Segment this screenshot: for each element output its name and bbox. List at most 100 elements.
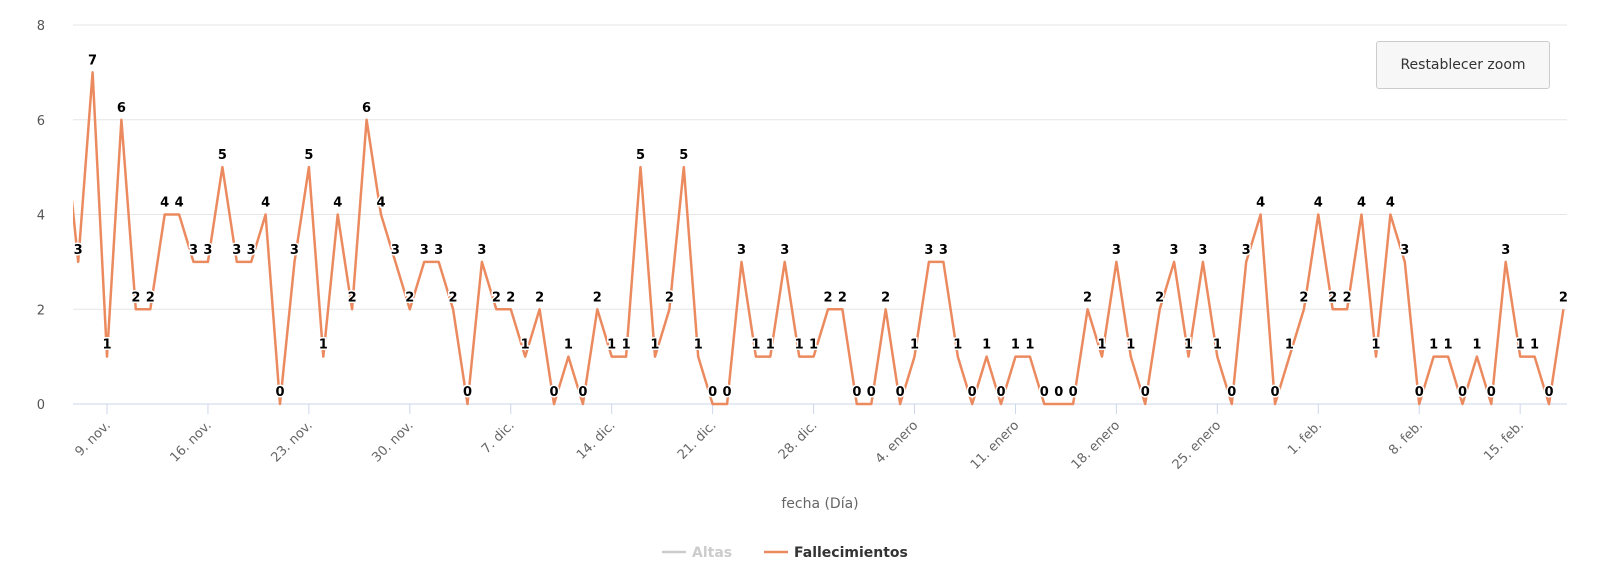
data-label: 1 [910, 338, 919, 353]
data-label: 3 [232, 243, 241, 258]
x-tick-label: 30. nov. [369, 418, 416, 465]
data-label: 1 [650, 338, 659, 353]
data-label: 2 [1083, 290, 1092, 305]
data-label: 1 [1285, 338, 1294, 353]
data-label: 1 [1184, 338, 1193, 353]
data-label: 2 [1155, 290, 1164, 305]
data-label: 1 [1213, 338, 1222, 353]
x-tick-label: 9. nov. [72, 418, 113, 459]
data-label: 1 [982, 338, 991, 353]
data-label: 5 [679, 148, 688, 163]
data-label: 1 [1371, 338, 1380, 353]
data-label: 3 [737, 243, 746, 258]
data-label: 1 [1472, 338, 1481, 353]
data-label: 1 [607, 338, 616, 353]
series-line-fallecimientos [73, 71, 1565, 406]
data-label: 3 [924, 243, 933, 258]
data-label: 3 [1242, 243, 1251, 258]
data-label: 0 [578, 385, 587, 400]
data-label: 0 [708, 385, 717, 400]
data-label: 1 [1011, 338, 1020, 353]
data-label: 5 [636, 148, 645, 163]
data-label: 3 [780, 243, 789, 258]
data-label: 4 [1256, 196, 1265, 211]
data-label: 1 [622, 338, 631, 353]
data-label: 0 [968, 385, 977, 400]
data-label: 2 [1343, 290, 1352, 305]
legend-item-altas[interactable]: Altas [662, 545, 732, 561]
data-label: 0 [723, 385, 732, 400]
data-label: 0 [867, 385, 876, 400]
data-label: 0 [896, 385, 905, 400]
y-axis: 0 2 4 6 8 [37, 19, 45, 413]
data-label: 3 [434, 243, 443, 258]
data-label: 3 [203, 243, 212, 258]
data-label: 1 [1429, 338, 1438, 353]
data-label: 0 [1141, 385, 1150, 400]
data-label: 4 [1314, 196, 1323, 211]
data-label: 2 [1328, 290, 1337, 305]
data-label: 3 [477, 243, 486, 258]
x-tick-label: 8. feb. [1386, 418, 1426, 458]
x-tick-label: 11. enero [968, 418, 1023, 473]
data-label: 0 [1544, 385, 1553, 400]
data-label: 0 [463, 385, 472, 400]
data-label: 2 [348, 290, 357, 305]
legend-item-fallecimientos[interactable]: Fallecimientos [764, 545, 908, 561]
data-label: 4 [376, 196, 385, 211]
data-label: 1 [1025, 338, 1034, 353]
data-label: 0 [1487, 385, 1496, 400]
data-label: 3 [1112, 243, 1121, 258]
data-label: 3 [290, 243, 299, 258]
x-tick-label: 23. nov. [268, 418, 315, 465]
data-label: 1 [319, 338, 328, 353]
x-axis-title: fecha (Día) [781, 496, 858, 512]
y-tick-label: 0 [37, 398, 45, 413]
x-tick-label: 7. dic. [479, 418, 518, 457]
data-label: 6 [117, 101, 126, 116]
data-label: 1 [102, 338, 111, 353]
legend: Altas Fallecimientos [662, 545, 908, 561]
x-tick-label: 21. dic. [675, 418, 720, 463]
data-label: 4 [333, 196, 342, 211]
data-label: 4 [160, 196, 169, 211]
data-label: 3 [1400, 243, 1409, 258]
data-label: 2 [146, 290, 155, 305]
data-label: 1 [1444, 338, 1453, 353]
data-label: 2 [131, 290, 140, 305]
data-label: 0 [997, 385, 1006, 400]
data-label: 2 [838, 290, 847, 305]
data-label: 0 [1069, 385, 1078, 400]
data-label: 1 [1126, 338, 1135, 353]
data-label: 2 [405, 290, 414, 305]
data-label: 2 [823, 290, 832, 305]
x-tick-label: 15. feb. [1481, 418, 1527, 464]
x-tick-label: 28. dic. [776, 418, 821, 463]
data-label: 2 [449, 290, 458, 305]
data-label: 2 [881, 290, 890, 305]
data-label: 1 [694, 338, 703, 353]
data-label: 0 [1040, 385, 1049, 400]
data-label: 2 [665, 290, 674, 305]
data-label: 2 [1299, 290, 1308, 305]
data-label: 1 [1530, 338, 1539, 353]
data-label: 2 [593, 290, 602, 305]
data-label: 7 [88, 53, 97, 68]
data-label: 0 [276, 385, 285, 400]
x-tick-label: 25. enero [1170, 418, 1225, 473]
data-label: 0 [549, 385, 558, 400]
data-label: 4 [261, 196, 270, 211]
data-label: 3 [1501, 243, 1510, 258]
data-label: 1 [809, 338, 818, 353]
reset-zoom-button[interactable]: Restablecer zoom [1376, 41, 1550, 89]
x-tick-label: 18. enero [1069, 418, 1124, 473]
data-label: 2 [1559, 290, 1568, 305]
data-label: 0 [1458, 385, 1467, 400]
data-label: 0 [1227, 385, 1236, 400]
y-tick-label: 6 [37, 114, 45, 129]
data-label: 1 [751, 338, 760, 353]
x-tick-label: 16. nov. [168, 418, 215, 465]
data-label: 1 [1097, 338, 1106, 353]
